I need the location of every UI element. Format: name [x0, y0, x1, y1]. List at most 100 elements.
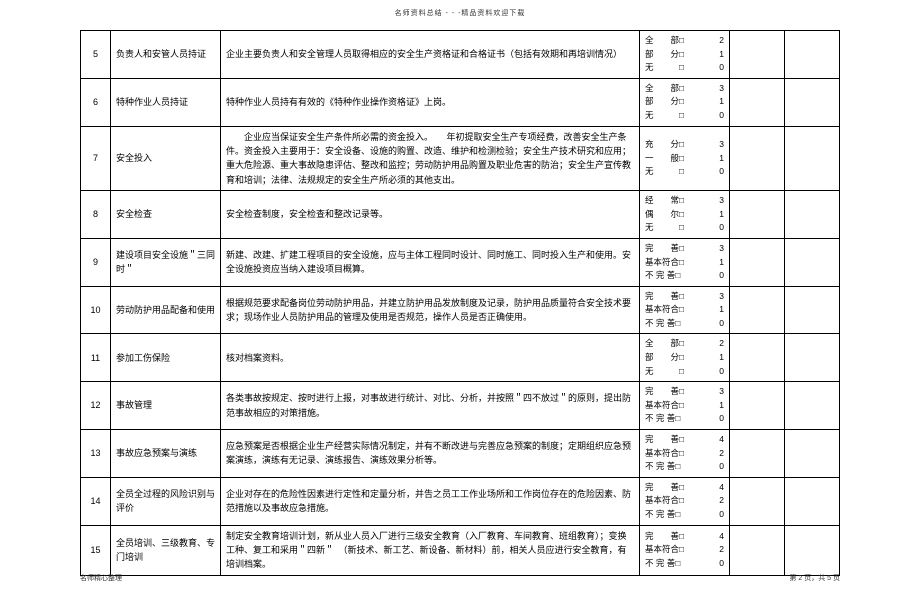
- blank-cell: [785, 31, 840, 79]
- row-score-options: 完 善□4基本符合□2不 完 善□0: [640, 430, 730, 478]
- score-label: 基本符合□: [645, 447, 684, 461]
- score-label: 基本符合□: [645, 399, 684, 413]
- blank-cell: [730, 78, 785, 126]
- table-row: 5负责人和安管人员持证企业主要负责人和安全管理人员取得相应的安全生产资格证和合格…: [81, 31, 840, 79]
- score-label: 无 □: [645, 365, 684, 379]
- blank-cell: [730, 238, 785, 286]
- score-label: 一 般□: [645, 152, 684, 166]
- row-title: 特种作业人员持证: [111, 78, 221, 126]
- score-value: 1: [719, 208, 724, 222]
- score-label: 部 分□: [645, 48, 684, 62]
- blank-cell: [785, 238, 840, 286]
- score-label: 完 善□: [645, 481, 684, 495]
- table-row: 7安全投入 企业应当保证安全生产条件所必需的资金投入。 年初提取安全生产专项经费…: [81, 126, 840, 191]
- evaluation-table: 5负责人和安管人员持证企业主要负责人和安全管理人员取得相应的安全生产资格证和合格…: [80, 30, 840, 576]
- table-row: 13事故应急预案与演练应急预案是否根据企业生产经营实际情况制定，并有不断改进与完…: [81, 430, 840, 478]
- footer-left: 名师精心整理: [80, 573, 122, 583]
- blank-cell: [785, 78, 840, 126]
- row-content: 特种作业人员持有有效的《特种作业操作资格证》上岗。: [221, 78, 640, 126]
- blank-cell: [785, 191, 840, 239]
- score-value: 3: [719, 385, 724, 399]
- table-row: 14全员全过程的风险识别与评价企业对存在的危险性因素进行定性和定量分析，并告之员…: [81, 477, 840, 525]
- blank-cell: [785, 477, 840, 525]
- score-line: 部 分□1: [645, 351, 724, 365]
- score-value: 0: [719, 61, 724, 75]
- score-value: 0: [719, 165, 724, 179]
- score-label: 部 分□: [645, 95, 684, 109]
- score-value: 0: [719, 317, 724, 331]
- blank-cell: [730, 286, 785, 334]
- blank-cell: [730, 525, 785, 575]
- score-value: 2: [719, 447, 724, 461]
- score-line: 基本符合□ 1: [645, 399, 724, 413]
- blank-cell: [730, 31, 785, 79]
- score-label: 完 善□: [645, 290, 684, 304]
- table-container: 5负责人和安管人员持证企业主要负责人和安全管理人员取得相应的安全生产资格证和合格…: [0, 18, 920, 576]
- score-line: 完 善□3: [645, 242, 724, 256]
- row-content: 各类事故按规定、按时进行上报，对事故进行统计、对比、分析，并按照＂四不放过＂的原…: [221, 382, 640, 430]
- score-line: 全 部□ 2: [645, 337, 724, 351]
- score-label: 完 善□: [645, 433, 684, 447]
- score-label: 无 □: [645, 221, 684, 235]
- score-label: 不 完 善□: [645, 412, 680, 426]
- blank-cell: [785, 126, 840, 191]
- score-value: 3: [719, 290, 724, 304]
- score-line: 部 分□1: [645, 48, 724, 62]
- row-title: 建设项目安全设施＂三同时＂: [111, 238, 221, 286]
- row-score-options: 完 善□4基本符合□2不 完 善□0: [640, 477, 730, 525]
- score-value: 4: [719, 530, 724, 544]
- score-line: 不 完 善□ 0: [645, 317, 724, 331]
- score-line: 不 完 善□0: [645, 557, 724, 571]
- row-title: 全员培训、三级教育、专门培训: [111, 525, 221, 575]
- blank-cell: [730, 430, 785, 478]
- score-value: 0: [719, 221, 724, 235]
- score-value: 2: [719, 543, 724, 557]
- blank-cell: [730, 477, 785, 525]
- score-value: 4: [719, 433, 724, 447]
- footer-right: 第 2 页，共 5 页: [789, 573, 840, 583]
- row-number: 15: [81, 525, 111, 575]
- score-value: 0: [719, 109, 724, 123]
- score-label: 不 完 善□: [645, 317, 680, 331]
- row-content: 新建、改建、扩建工程项目的安全设施，应与主体工程同时设计、同时施工、同时投入生产…: [221, 238, 640, 286]
- score-line: 全 部□3: [645, 82, 724, 96]
- score-label: 经 常□: [645, 194, 684, 208]
- row-content: 企业主要负责人和安全管理人员取得相应的安全生产资格证和合格证书（包括有效期和再培…: [221, 31, 640, 79]
- score-label: 充 分□: [645, 138, 684, 152]
- blank-cell: [785, 382, 840, 430]
- blank-cell: [785, 334, 840, 382]
- row-number: 6: [81, 78, 111, 126]
- row-content: 核对档案资料。: [221, 334, 640, 382]
- score-label: 不 完 善□: [645, 508, 680, 522]
- score-line: 基本符合□2: [645, 543, 724, 557]
- row-content: 根据规范要求配备岗位劳动防护用品，并建立防护用品发放制度及记录，防护用品质量符合…: [221, 286, 640, 334]
- score-value: 2: [719, 337, 724, 351]
- score-line: 无 □0: [645, 61, 724, 75]
- score-value: 0: [719, 508, 724, 522]
- score-line: 无 □ 0: [645, 109, 724, 123]
- score-value: 1: [719, 152, 724, 166]
- score-label: 全 部□: [645, 337, 684, 351]
- score-label: 无 □: [645, 109, 684, 123]
- score-line: 全 部□2: [645, 34, 724, 48]
- row-score-options: 全 部□2部 分□1无 □0: [640, 334, 730, 382]
- blank-cell: [730, 191, 785, 239]
- row-score-options: 全 部□3部 分□1无 □ 0: [640, 78, 730, 126]
- row-score-options: 完 善□ 3基本符合□1不 完 善□ 0: [640, 286, 730, 334]
- score-line: 充 分□3: [645, 138, 724, 152]
- row-title: 负责人和安管人员持证: [111, 31, 221, 79]
- score-value: 1: [719, 399, 724, 413]
- score-label: 不 完 善□: [645, 460, 680, 474]
- score-line: 基本符合□1: [645, 303, 724, 317]
- table-row: 6特种作业人员持证特种作业人员持有有效的《特种作业操作资格证》上岗。全 部□3部…: [81, 78, 840, 126]
- score-label: 部 分□: [645, 351, 684, 365]
- score-line: 部 分□1: [645, 95, 724, 109]
- score-label: 基本符合□: [645, 303, 684, 317]
- blank-cell: [785, 525, 840, 575]
- score-line: 完 善□ 4: [645, 433, 724, 447]
- row-number: 11: [81, 334, 111, 382]
- row-number: 13: [81, 430, 111, 478]
- score-value: 2: [719, 494, 724, 508]
- score-line: 一 般□ 1: [645, 152, 724, 166]
- blank-cell: [730, 382, 785, 430]
